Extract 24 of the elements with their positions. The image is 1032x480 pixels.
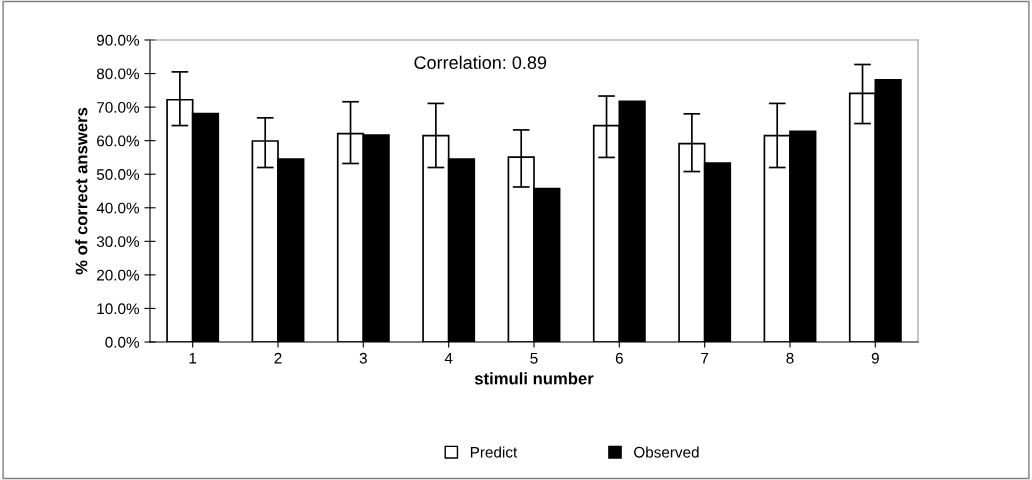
y-tick-label: 0.0% bbox=[105, 336, 140, 348]
x-tick-label: 5 bbox=[530, 352, 538, 364]
legend-label: Predict bbox=[470, 446, 518, 458]
x-tick-label: 8 bbox=[786, 352, 794, 364]
x-tick-label: 3 bbox=[359, 352, 367, 364]
y-tick-label: 90.0% bbox=[96, 34, 140, 46]
y-tick-label: 40.0% bbox=[96, 202, 140, 214]
y-tick-label: 80.0% bbox=[96, 68, 140, 80]
y-tick-label: 70.0% bbox=[97, 101, 140, 113]
y-axis-title: % of correct answers bbox=[75, 107, 88, 275]
legend-label: Observed bbox=[634, 446, 699, 458]
x-tick-label: 1 bbox=[189, 352, 197, 364]
x-tick-label: 2 bbox=[274, 352, 282, 364]
x-tick-label: 7 bbox=[701, 352, 709, 364]
annotation: Correlation: 0.89 bbox=[414, 55, 547, 70]
y-tick-label: 10.0% bbox=[97, 303, 140, 315]
y-tick-label: 60.0% bbox=[97, 135, 140, 147]
x-tick-label: 6 bbox=[615, 352, 623, 364]
x-tick-label: 9 bbox=[871, 352, 879, 364]
y-tick-label: 50.0% bbox=[96, 169, 140, 180]
x-tick-label: 4 bbox=[444, 352, 453, 364]
x-axis-title: stimuli number bbox=[474, 372, 594, 385]
y-tick-label: 20.0% bbox=[97, 269, 140, 281]
y-tick-label: 30.0% bbox=[96, 236, 140, 248]
